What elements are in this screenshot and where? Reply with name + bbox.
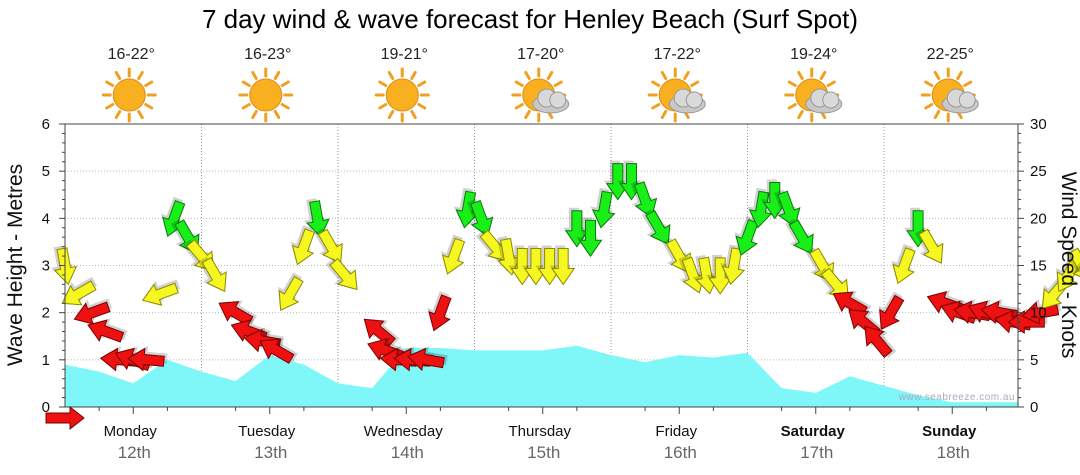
sun-cloud-icon — [784, 67, 843, 123]
wind-arrow — [832, 291, 872, 317]
watermark: www.seabreeze.com.au — [898, 392, 1015, 403]
current-time-arrow — [45, 405, 85, 431]
right-tick-label: 10 — [1030, 305, 1047, 322]
day-temperature: 16-22° — [108, 46, 155, 63]
weather-row: 16-22° 16-23° 19-21° 17-20° 17-22° 19-24° 22-2… — [101, 46, 979, 123]
wind-arrow — [576, 217, 603, 258]
sun-cloud-icon — [511, 67, 570, 123]
wind-arrow — [61, 276, 98, 306]
wind-arrow — [785, 218, 814, 255]
day-temperature: 17-22° — [654, 46, 701, 63]
day-date-label: 14th — [391, 443, 424, 462]
sun-icon — [101, 67, 157, 123]
left-tick-label: 0 — [42, 399, 50, 416]
day-name-label: Friday — [655, 423, 697, 440]
right-tick-label: 25 — [1030, 163, 1047, 180]
day-date-label: 17th — [800, 443, 833, 462]
wind-arrow — [278, 272, 304, 312]
wind-arrow — [641, 209, 671, 246]
day-temperature: 19-21° — [381, 46, 428, 63]
day-temperature: 22-25° — [927, 46, 974, 63]
wind-arrow — [878, 291, 905, 330]
day-name-label: Wednesday — [364, 423, 443, 440]
right-axis-label: Wind Speed - Knots — [1057, 172, 1080, 359]
wind-arrow — [720, 244, 746, 286]
wave-height-area — [65, 345, 1018, 407]
wind-arrow — [453, 187, 480, 229]
wind-arrow — [590, 187, 616, 229]
wind-arrow — [303, 198, 330, 238]
left-axis-label: Wave Height - Metres — [4, 164, 27, 366]
wind-arrow — [914, 228, 944, 264]
wind-arrow — [290, 225, 316, 266]
wind-arrow — [562, 207, 589, 248]
right-tick-label: 0 — [1030, 399, 1038, 416]
wind-arrow — [73, 298, 112, 325]
wind-arrow — [494, 236, 521, 276]
right-tick-label: 5 — [1030, 352, 1038, 369]
left-tick-label: 6 — [42, 116, 50, 133]
wind-arrow — [692, 254, 719, 295]
day-name-label: Saturday — [781, 423, 846, 440]
sun-cloud-icon — [920, 67, 979, 123]
right-tick-label: 15 — [1030, 258, 1047, 275]
wind-arrow — [87, 318, 128, 343]
wind-arrow — [734, 215, 759, 256]
left-tick-label: 4 — [42, 210, 50, 227]
wind-arrow — [427, 291, 452, 332]
day-date-label: 15th — [527, 443, 560, 462]
wind-arrow — [678, 255, 705, 294]
day-name-label: Monday — [104, 423, 158, 440]
right-axis-ticks: 0 5 10 15 20 25 30 — [1018, 116, 1047, 416]
wind-arrow — [51, 245, 78, 286]
wind-arrow — [549, 245, 576, 286]
day-temperature: 19-24° — [790, 46, 837, 63]
day-date-label: 18th — [937, 443, 970, 462]
sun-icon — [374, 67, 430, 123]
day-date-label: 12th — [118, 443, 151, 462]
left-axis-ticks: 0 1 2 3 4 5 6 — [42, 116, 65, 416]
wind-arrow — [198, 256, 227, 293]
day-date-label: 13th — [254, 443, 287, 462]
wind-arrow — [747, 187, 773, 229]
sun-cloud-icon — [647, 67, 706, 123]
wind-arrow — [407, 346, 448, 372]
left-tick-label: 5 — [42, 163, 50, 180]
wind-arrow — [440, 234, 466, 275]
left-tick-label: 2 — [42, 305, 50, 322]
day-temperature: 17-20° — [517, 46, 564, 63]
wind-arrow — [259, 338, 298, 364]
wind-arrow — [706, 254, 733, 295]
day-name-label: Thursday — [508, 423, 571, 440]
wind-arrow — [218, 300, 257, 327]
wind-arrow — [891, 243, 916, 285]
sun-icon — [238, 67, 294, 123]
day-temperature: 16-23° — [244, 46, 291, 63]
left-tick-label: 1 — [42, 352, 50, 369]
day-name-label: Sunday — [922, 423, 977, 440]
day-labels: Monday 12th Tuesday 13th Wednesday 14th Thursd… — [98, 407, 987, 462]
wind-arrow — [325, 257, 358, 291]
wind-arrow — [466, 198, 494, 237]
wind-arrow — [1064, 247, 1080, 283]
wind-arrow — [774, 189, 801, 228]
chart-title: 7 day wind & wave forecast for Henley Be… — [202, 4, 858, 34]
day-name-label: Tuesday — [238, 423, 295, 440]
day-date-label: 16th — [664, 443, 697, 462]
right-tick-label: 30 — [1030, 116, 1047, 133]
wind-arrow — [314, 228, 343, 264]
wind-arrow — [630, 180, 658, 219]
wind-arrow — [141, 279, 181, 306]
wind-arrows — [51, 160, 1080, 372]
right-tick-label: 20 — [1030, 210, 1047, 227]
left-tick-label: 3 — [42, 258, 50, 275]
wind-arrow — [127, 345, 168, 372]
wind-arrow — [864, 325, 897, 358]
wind-arrow — [363, 318, 400, 347]
